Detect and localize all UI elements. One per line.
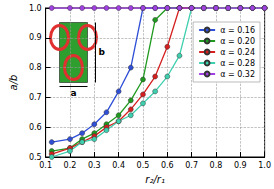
svg-text:0.8: 0.8 [29, 63, 42, 72]
svg-text:0.7: 0.7 [29, 93, 42, 102]
svg-text:a: a [71, 88, 77, 98]
svg-text:0.6: 0.6 [29, 123, 42, 132]
svg-text:α = 0.20: α = 0.20 [220, 37, 255, 46]
svg-text:b: b [99, 47, 106, 57]
svg-text:0.8: 0.8 [210, 161, 223, 170]
svg-text:α = 0.16: α = 0.16 [220, 26, 255, 35]
svg-text:0.5: 0.5 [28, 152, 42, 162]
svg-text:0.9: 0.9 [29, 33, 42, 42]
svg-text:1.0: 1.0 [29, 4, 42, 13]
svg-text:0.9: 0.9 [234, 161, 247, 170]
svg-text:0.1: 0.1 [39, 161, 52, 170]
svg-text:0.5: 0.5 [137, 161, 150, 170]
svg-text:0.3: 0.3 [88, 161, 101, 170]
svg-text:a/b: a/b [8, 75, 19, 91]
svg-text:0.6: 0.6 [161, 161, 174, 170]
svg-text:r₂/r₁: r₂/r₁ [145, 174, 165, 185]
svg-text:α = 0.28: α = 0.28 [220, 59, 255, 68]
svg-text:0.2: 0.2 [64, 161, 77, 170]
svg-text:0.7: 0.7 [185, 161, 198, 170]
svg-text:0.4: 0.4 [112, 161, 125, 170]
svg-text:α = 0.32: α = 0.32 [220, 70, 255, 79]
svg-text:1.0: 1.0 [258, 161, 271, 170]
svg-text:α = 0.24: α = 0.24 [220, 48, 255, 57]
